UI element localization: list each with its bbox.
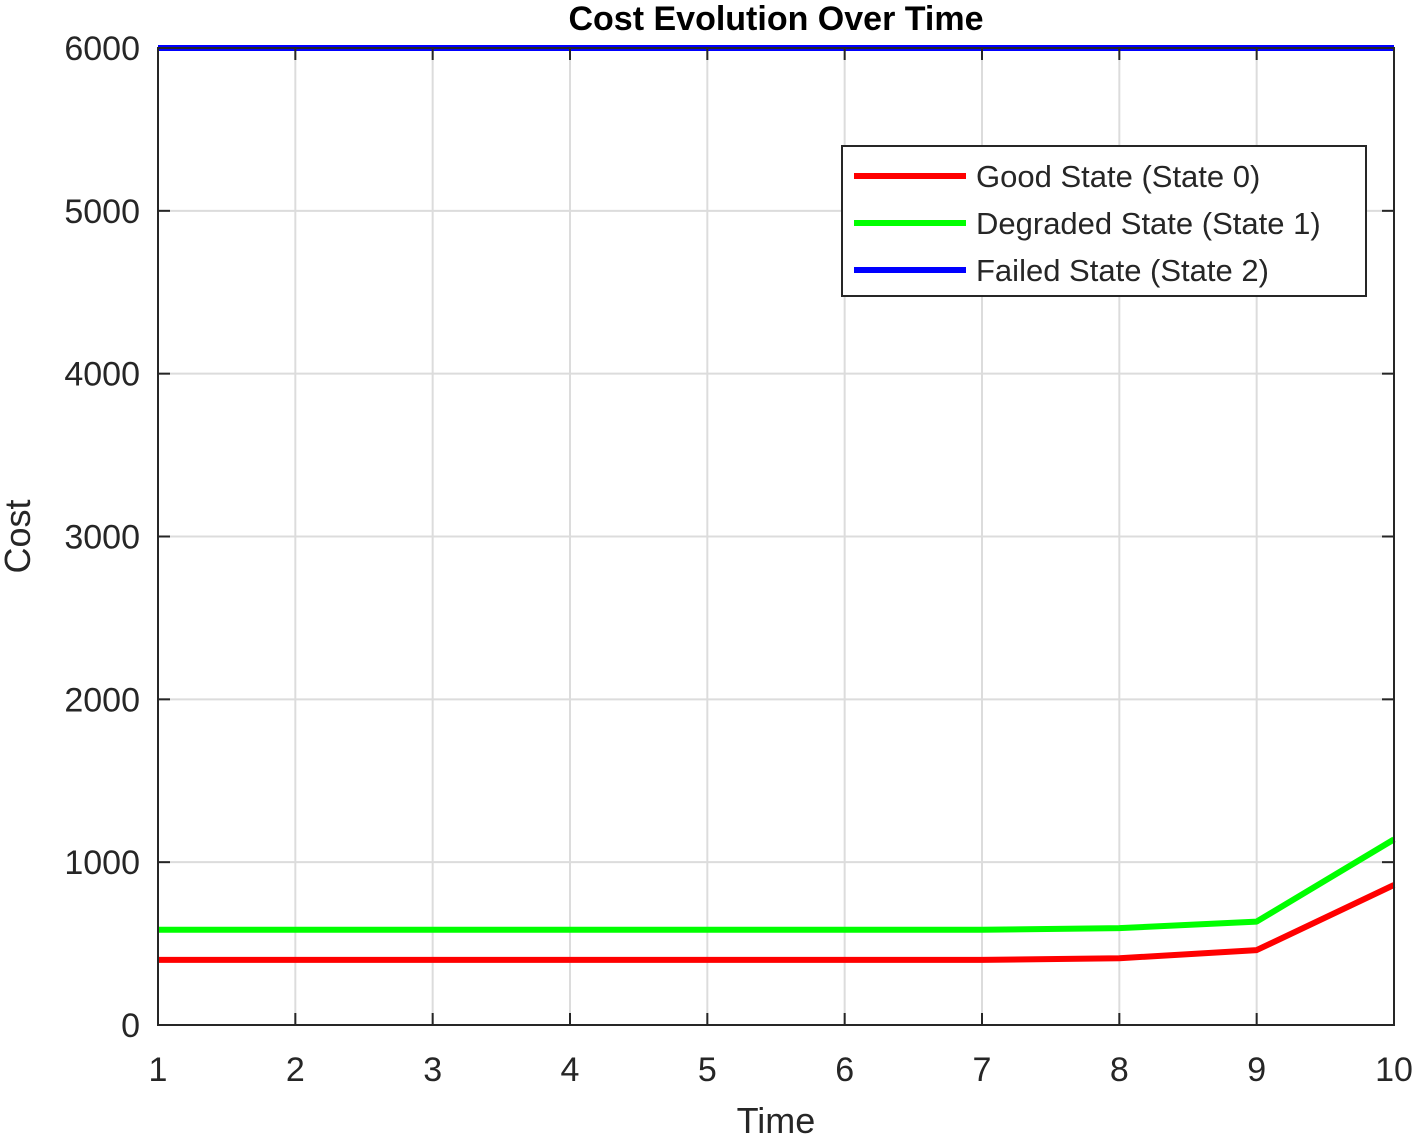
y-tick-label: 0 bbox=[121, 1007, 140, 1045]
legend-label-1: Degraded State (State 1) bbox=[976, 206, 1321, 241]
x-tick-label: 5 bbox=[698, 1051, 717, 1089]
series-line-1 bbox=[158, 836, 1396, 933]
x-tick-label: 10 bbox=[1375, 1051, 1413, 1089]
x-axis-label: Time bbox=[737, 1100, 816, 1138]
x-tick-label: 9 bbox=[1247, 1051, 1266, 1089]
y-axis-label: Cost bbox=[0, 499, 38, 573]
chart-title: Cost Evolution Over Time bbox=[568, 0, 983, 38]
x-tick-labels: 1 2 3 4 5 6 7 8 9 10 bbox=[149, 1051, 1413, 1089]
x-tick-label: 1 bbox=[149, 1051, 168, 1089]
legend: Good State (State 0) Degraded State (Stat… bbox=[841, 145, 1367, 297]
legend-label-0: Good State (State 0) bbox=[976, 159, 1260, 194]
x-tick-label: 6 bbox=[835, 1051, 854, 1089]
y-tick-label: 6000 bbox=[64, 30, 140, 68]
y-tick-label: 2000 bbox=[64, 681, 140, 719]
y-tick-label: 5000 bbox=[64, 193, 140, 231]
x-tick-label: 8 bbox=[1110, 1051, 1129, 1089]
x-tick-label: 7 bbox=[973, 1051, 992, 1089]
x-tick-label: 4 bbox=[561, 1051, 580, 1089]
legend-label-2: Failed State (State 2) bbox=[976, 253, 1269, 288]
axis-ticks bbox=[157, 47, 1395, 1026]
x-tick-label: 2 bbox=[286, 1051, 305, 1089]
y-tick-label: 3000 bbox=[64, 519, 140, 557]
y-tick-labels: 0 1000 2000 3000 4000 5000 6000 bbox=[64, 30, 140, 1045]
y-tick-label: 4000 bbox=[64, 356, 140, 394]
series-line-0 bbox=[158, 882, 1396, 963]
x-tick-label: 3 bbox=[423, 1051, 442, 1089]
y-tick-label: 1000 bbox=[64, 844, 140, 882]
